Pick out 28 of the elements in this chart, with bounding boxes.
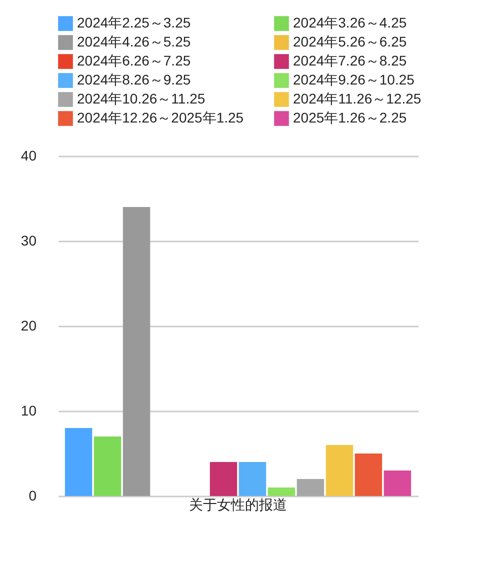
bar — [238, 462, 266, 496]
y-tick-label: 0 — [28, 488, 37, 504]
x-tick-label: 关于女性的报道 — [189, 496, 287, 512]
legend-label: 2025年1.26～2.25 — [293, 110, 407, 126]
bar — [326, 445, 354, 496]
legend-label: 2024年2.25～3.25 — [77, 14, 191, 31]
bar — [384, 470, 412, 496]
legend-label: 2024年4.26～5.25 — [77, 34, 191, 50]
legend-label: 2024年7.26～8.25 — [293, 52, 407, 68]
legend-label: 2024年12.26～2025年1.25 — [77, 110, 244, 126]
y-tick-label: 10 — [20, 402, 37, 418]
legend-label: 2024年11.26～12.25 — [293, 90, 422, 106]
legend-label: 2024年6.26～7.25 — [77, 52, 191, 68]
bar — [94, 436, 122, 496]
legend-label: 2024年5.26～6.25 — [293, 34, 407, 50]
bar — [210, 462, 238, 496]
y-tick-label: 30 — [20, 232, 37, 248]
legend-label: 2024年3.26～4.25 — [293, 14, 407, 31]
bar — [296, 479, 324, 496]
legend-label: 2024年10.26～11.25 — [77, 90, 206, 106]
bar — [268, 488, 296, 496]
bar — [122, 207, 150, 496]
y-tick-label: 20 — [20, 318, 37, 334]
legend-label: 2024年8.26～9.25 — [77, 72, 191, 88]
bar — [64, 428, 92, 496]
bar — [354, 454, 382, 496]
legend-label: 2024年9.26～10.25 — [293, 72, 415, 88]
y-tick-label: 40 — [20, 148, 37, 164]
